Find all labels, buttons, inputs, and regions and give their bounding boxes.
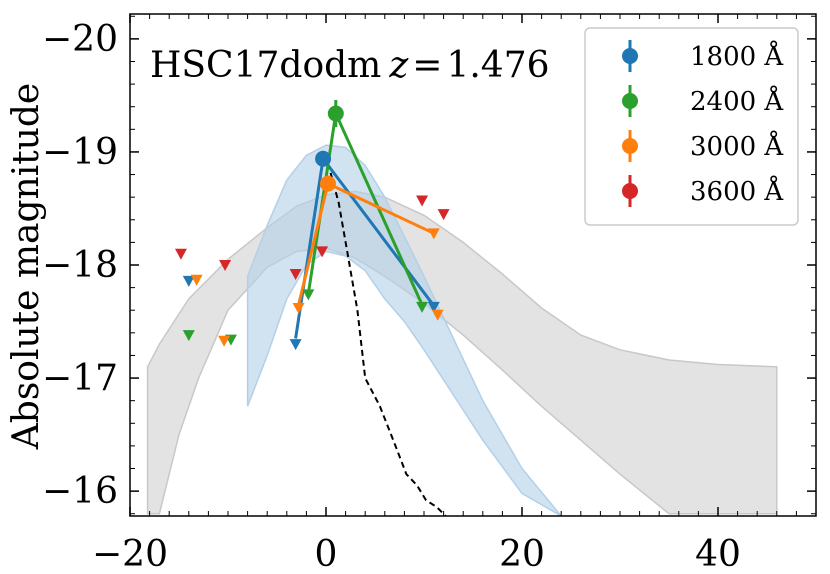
x-tick-label: 20	[499, 534, 545, 574]
legend-label: 1800 Å	[690, 40, 784, 72]
upper-limit-marker	[182, 330, 195, 342]
legend-marker	[622, 183, 638, 199]
y-tick-label: −16	[42, 471, 118, 512]
detection-point	[327, 105, 344, 122]
legend: 1800 Å 2400 Å 3000 Å 3600 Å	[584, 27, 799, 226]
dashed-model	[327, 162, 447, 516]
x-tick-label: 40	[695, 534, 741, 574]
legend-marker	[622, 93, 638, 109]
gray-model-band	[146, 190, 778, 515]
upper-limit-marker	[190, 274, 203, 286]
upper-limit-marker	[416, 195, 429, 207]
y-tick-label: −20	[42, 19, 118, 60]
legend-marker	[622, 138, 638, 154]
upper-limit-marker	[427, 228, 440, 240]
legend-entry: 3000 Å	[622, 130, 784, 162]
upper-limit-marker	[218, 335, 231, 347]
upper-limit-marker	[182, 275, 195, 287]
legend-entry: 3600 Å	[622, 175, 784, 207]
detection-point	[319, 175, 336, 192]
legend-frame	[584, 27, 799, 226]
detection-point	[315, 150, 332, 167]
legend-entry: 2400 Å	[622, 85, 784, 117]
annotation-z-value: 1.476	[446, 45, 549, 86]
upper-limit-marker	[316, 246, 329, 258]
x-tick-label: 0	[315, 534, 338, 574]
upper-limit-marker	[292, 302, 305, 314]
upper-limit-marker	[427, 301, 440, 313]
legend-label: 2400 Å	[690, 85, 784, 117]
upper-limit-marker	[219, 260, 232, 271]
y-tick-label: −19	[42, 132, 118, 173]
upper-limit-marker	[302, 289, 315, 301]
axis-ticks	[129, 14, 817, 516]
upper-limit-marker	[289, 269, 302, 281]
x-tick-label: −20	[92, 534, 168, 574]
annotation: HSC17dodm z = 1.476	[150, 45, 550, 86]
annotation-z: z	[388, 45, 409, 86]
dashed-model-curve	[327, 162, 447, 516]
y-tick-label: −18	[42, 245, 118, 286]
series-marks	[174, 99, 450, 351]
annotation-name: HSC17dodm	[150, 45, 381, 86]
legend-entry: 1800 Å	[622, 40, 784, 72]
upper-limit-marker	[416, 301, 429, 313]
y-axis-label: Absolute magnitude	[6, 83, 47, 450]
legend-marker	[622, 48, 638, 64]
tick-labels: −20 0 20 40 −16 −17 −18 −19 −20	[42, 19, 741, 574]
upper-limit-marker	[437, 209, 450, 221]
legend-label: 3600 Å	[690, 175, 784, 207]
upper-limit-marker	[174, 248, 187, 260]
y-tick-label: −17	[42, 358, 118, 399]
upper-limit-marker	[289, 339, 302, 351]
upper-limit-marker	[431, 309, 444, 321]
legend-label: 3000 Å	[690, 130, 784, 162]
